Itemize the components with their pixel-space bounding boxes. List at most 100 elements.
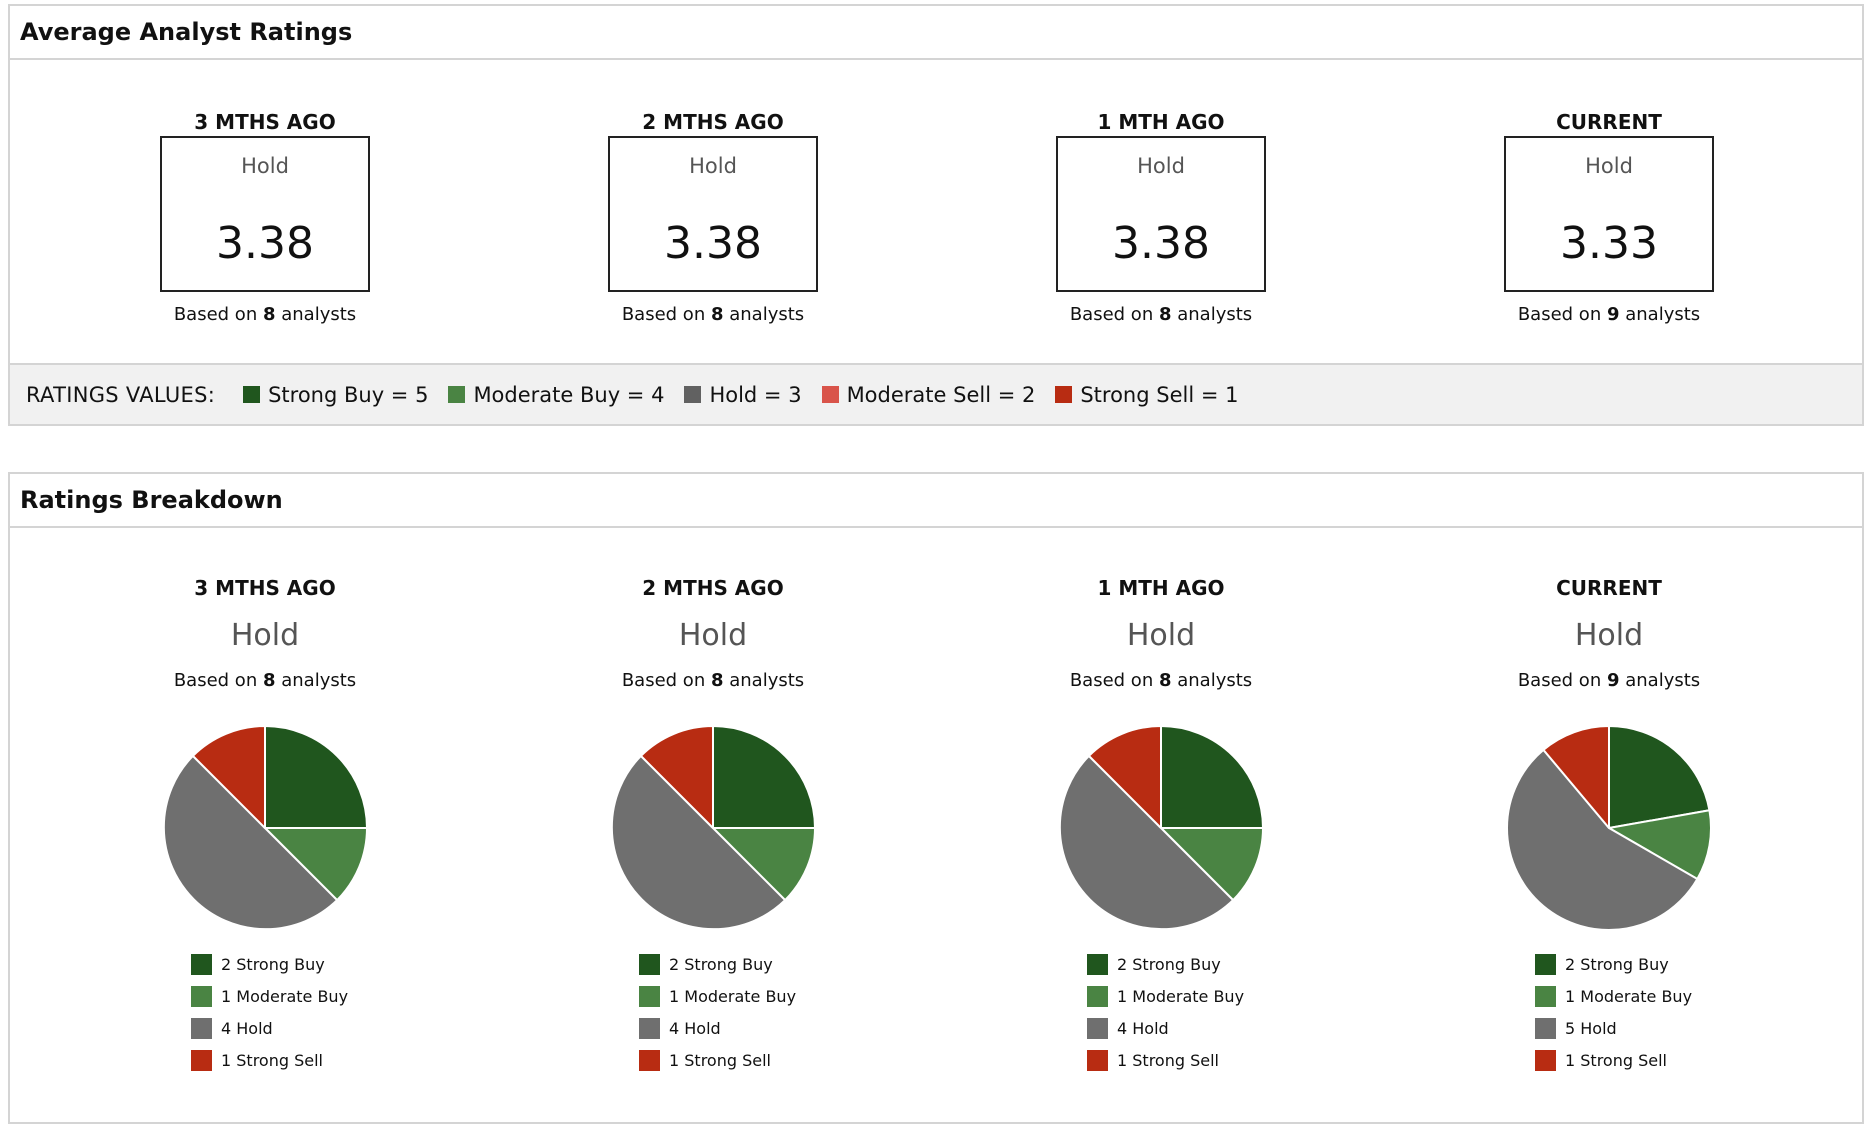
pie-legend-swatch [191,1049,212,1071]
pie-legend-swatch [1535,1017,1556,1039]
pie-legend-row: 4 Hold [191,1012,391,1044]
avg-rating-score: 3.38 [1112,218,1210,269]
bd-rating-label-2m: Hold [678,618,748,653]
pie-legend-swatch [191,953,212,975]
pie-legend-row: 1 Moderate Buy [1087,980,1287,1012]
ratings-breakdown-header: Ratings Breakdown [10,474,1862,528]
pie-legend-swatch [1087,985,1108,1007]
pie-legend-row: 4 Hold [639,1012,839,1044]
strong-sell-swatch [1055,386,1073,403]
bd-based-on-3m: Based on 8 analysts [173,670,357,691]
pie-legend-row: 5 Hold [1535,1012,1735,1044]
ratings-pie-chart-3m [162,725,368,931]
avg-period-label-current: CURRENT [1556,110,1662,134]
pie-legend-row: 1 Strong Sell [1087,1044,1287,1076]
pie-slice-hold [1058,754,1235,931]
pie-legend-row: 1 Strong Sell [1535,1044,1735,1076]
pie-legend-row: 1 Moderate Buy [639,980,839,1012]
pie-slice-strong-buy [1608,725,1711,829]
avg-rating-box-3m: Hold 3.38 [160,136,370,292]
pie-legend-2m: 2 Strong Buy 1 Moderate Buy 4 Hold 1 Str… [639,948,839,1076]
legend-item-moderate-buy: Moderate Buy = 4 [448,383,664,407]
pie-slice-moderate-buy [264,827,368,902]
bd-period-label-current: CURRENT [1556,576,1662,600]
average-ratings-title: Average Analyst Ratings [20,18,353,46]
pie-legend-row: 1 Moderate Buy [191,980,391,1012]
pie-legend-row: 1 Strong Sell [191,1044,391,1076]
legend-item-strong-sell: Strong Sell = 1 [1055,383,1238,407]
pie-slice-strong-buy [712,725,816,829]
pie-legend-3m: 2 Strong Buy 1 Moderate Buy 4 Hold 1 Str… [191,948,391,1076]
bd-period-label-1m: 1 MTH AGO [1097,576,1225,600]
strong-buy-swatch [243,386,261,403]
bd-based-on-1m: Based on 8 analysts [1069,670,1253,691]
avg-period-label-3m: 3 MTHS AGO [194,110,336,134]
pie-slice-strong-buy [1160,725,1264,829]
average-ratings-panel: Average Analyst Ratings 3 MTHS AGO Hold … [8,4,1864,426]
bd-rating-label-1m: Hold [1126,618,1196,653]
pie-legend-row: 2 Strong Buy [191,948,391,980]
pie-legend-swatch [639,1017,660,1039]
pie-slice-strong-sell [191,725,266,829]
avg-rating-label: Hold [1585,154,1633,178]
average-ratings-header: Average Analyst Ratings [10,6,1862,60]
avg-rating-box-2m: Hold 3.38 [608,136,818,292]
hold-swatch [684,386,702,403]
ratings-pie-chart-1m [1058,725,1264,931]
avg-rating-label: Hold [1137,154,1185,178]
avg-rating-label: Hold [241,154,289,178]
pie-slice-strong-sell [1542,725,1610,829]
pie-slice-strong-buy [264,725,368,829]
avg-based-on-3m: Based on 8 analysts [173,304,357,325]
ratings-pie-chart-2m [610,725,816,931]
bd-rating-label-3m: Hold [230,618,300,653]
ratings-breakdown-panel: Ratings Breakdown 3 MTHS AGO Hold Based … [8,472,1864,1124]
bd-based-on-2m: Based on 8 analysts [621,670,805,691]
pie-legend-swatch [1535,1049,1556,1071]
avg-rating-score: 3.38 [664,218,762,269]
pie-legend-swatch [1535,985,1556,1007]
pie-legend-row: 1 Moderate Buy [1535,980,1735,1012]
pie-legend-current: 2 Strong Buy 1 Moderate Buy 5 Hold 1 Str… [1535,948,1735,1076]
pie-legend-row: 2 Strong Buy [1535,948,1735,980]
ratings-values-legend: RATINGS VALUES: Strong Buy = 5 Moderate … [10,363,1862,424]
pie-legend-row: 4 Hold [1087,1012,1287,1044]
pie-legend-swatch [1535,953,1556,975]
pie-legend-1m: 2 Strong Buy 1 Moderate Buy 4 Hold 1 Str… [1087,948,1287,1076]
avg-rating-score: 3.38 [216,218,314,269]
pie-legend-swatch [639,1049,660,1071]
pie-legend-row: 1 Strong Sell [639,1044,839,1076]
pie-slice-moderate-buy [1160,827,1264,902]
pie-legend-swatch [1087,953,1108,975]
pie-legend-swatch [191,985,212,1007]
legend-item-strong-buy: Strong Buy = 5 [243,383,428,407]
moderate-buy-swatch [448,386,466,403]
avg-based-on-1m: Based on 8 analysts [1069,304,1253,325]
bd-rating-label-current: Hold [1574,618,1644,653]
ratings-values-title: RATINGS VALUES: [26,382,216,407]
avg-rating-score: 3.33 [1560,218,1658,269]
pie-slice-hold [610,754,787,931]
avg-period-label-2m: 2 MTHS AGO [642,110,784,134]
pie-slice-strong-sell [639,725,714,829]
pie-legend-swatch [639,985,660,1007]
legend-item-moderate-sell: Moderate Sell = 2 [821,383,1035,407]
pie-slice-strong-sell [1087,725,1162,829]
pie-legend-row: 2 Strong Buy [639,948,839,980]
avg-period-label-1m: 1 MTH AGO [1097,110,1225,134]
ratings-pie-chart-current [1506,725,1712,932]
bd-based-on-current: Based on 9 analysts [1517,670,1701,691]
bd-period-label-3m: 3 MTHS AGO [194,576,336,600]
pie-legend-swatch [1087,1049,1108,1071]
avg-based-on-current: Based on 9 analysts [1517,304,1701,325]
moderate-sell-swatch [821,386,839,403]
pie-legend-swatch [191,1017,212,1039]
pie-slice-hold [162,754,339,931]
pie-slice-moderate-buy [712,827,816,902]
pie-legend-row: 2 Strong Buy [1087,948,1287,980]
avg-rating-label: Hold [689,154,737,178]
pie-slice-moderate-buy [1608,809,1712,880]
legend-item-hold: Hold = 3 [684,383,802,407]
bd-period-label-2m: 2 MTHS AGO [642,576,784,600]
avg-based-on-2m: Based on 8 analysts [621,304,805,325]
